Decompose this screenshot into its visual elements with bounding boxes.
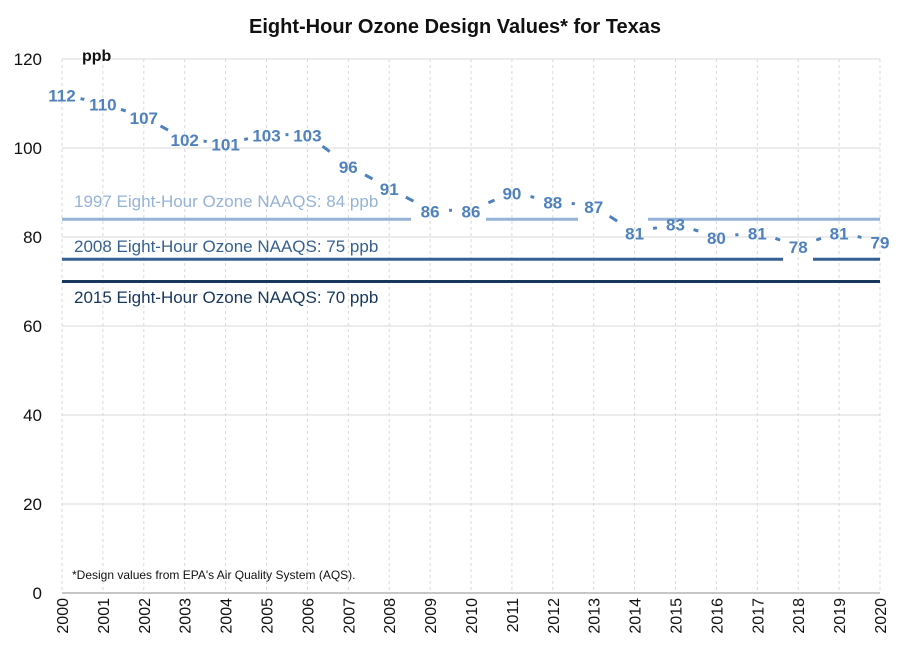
data-label: 91 — [380, 180, 399, 199]
data-label: 83 — [666, 216, 685, 235]
x-tick-label: 2011 — [505, 598, 522, 633]
data-label: 81 — [748, 225, 767, 244]
y-axis-ticks: 0 20 40 60 80 100 120 — [14, 50, 42, 603]
series-line-segment — [243, 137, 249, 141]
series-line-segment — [530, 195, 535, 199]
x-tick-label: 2013 — [587, 598, 604, 634]
data-label: 102 — [171, 131, 199, 150]
x-tick-label: 2000 — [55, 598, 72, 634]
data-label: 107 — [130, 109, 158, 128]
data-label: 78 — [789, 238, 808, 257]
data-label: 90 — [502, 185, 521, 204]
chart-title: Eight-Hour Ozone Design Values* for Texa… — [249, 16, 661, 38]
x-tick-label: 2018 — [791, 598, 808, 634]
footnote: *Design values from EPA's Air Quality Sy… — [72, 568, 356, 582]
series-line-segment — [80, 97, 85, 101]
series-line-segment — [815, 237, 822, 242]
reference-line-label: 2008 Eight-Hour Ozone NAAQS: 75 ppb — [74, 237, 378, 256]
reference-line-label: 1997 Eight-Hour Ozone NAAQS: 84 ppb — [74, 192, 378, 211]
x-tick-label: 2020 — [873, 598, 890, 634]
data-label: 87 — [584, 198, 603, 217]
data-label: 103 — [293, 127, 321, 146]
x-tick-label: 2007 — [341, 598, 358, 634]
series-line-segment — [405, 195, 415, 203]
x-tick-label: 2005 — [260, 598, 277, 634]
x-tick-label: 2016 — [709, 598, 726, 634]
data-label: 96 — [339, 158, 358, 177]
series-line-segment — [774, 237, 781, 242]
series-line-segment — [652, 226, 658, 230]
x-tick-label: 2019 — [832, 598, 849, 634]
reference-lines: 1997 Eight-Hour Ozone NAAQS: 84 ppb 2008 … — [62, 192, 880, 307]
series-line-segment — [120, 107, 127, 113]
data-label: 80 — [707, 229, 726, 248]
series-line-segment — [608, 214, 620, 224]
y-tick-label: 100 — [14, 139, 42, 158]
data-label: 81 — [625, 225, 644, 244]
y-tick-label: 20 — [23, 495, 42, 514]
x-tick-label: 2006 — [300, 598, 317, 634]
x-tick-label: 2012 — [546, 598, 563, 634]
x-tick-label: 2017 — [750, 598, 767, 634]
series-line-segment — [364, 173, 374, 181]
series-line-segment — [321, 144, 335, 156]
x-tick-label: 2010 — [464, 598, 481, 634]
data-label: 88 — [543, 193, 562, 212]
data-label: 81 — [830, 225, 849, 244]
x-tick-label: 2008 — [382, 598, 399, 634]
reference-line-label: 2015 Eight-Hour Ozone NAAQS: 70 ppb — [74, 288, 378, 307]
y-tick-label: 0 — [33, 584, 42, 603]
x-tick-label: 2009 — [423, 598, 440, 634]
data-label: 103 — [252, 127, 280, 146]
series-line-segment — [159, 124, 169, 132]
x-tick-label: 2004 — [219, 598, 236, 634]
data-series: 112 110 107 102 101 103 103 96 91 86 86 90 88 87 81 83 8… — [48, 87, 889, 257]
x-tick-label: 2015 — [669, 598, 686, 634]
data-label: 110 — [89, 96, 116, 115]
gridlines — [61, 58, 881, 594]
series-line-segment — [487, 198, 496, 205]
y-axis-unit: ppb — [82, 48, 112, 65]
x-tick-label: 2014 — [628, 598, 645, 634]
data-label: 101 — [211, 136, 239, 155]
y-tick-label: 120 — [14, 50, 42, 69]
series-line-segment — [693, 228, 699, 233]
data-label: 86 — [462, 202, 481, 221]
y-tick-label: 40 — [23, 406, 42, 425]
y-tick-label: 60 — [23, 317, 42, 336]
series-line-segment — [857, 235, 862, 239]
data-label: 86 — [421, 202, 440, 221]
y-tick-label: 80 — [23, 228, 42, 247]
data-label: 79 — [871, 233, 890, 252]
x-tick-label: 2001 — [96, 598, 113, 634]
x-axis-ticks: 2000 2001 2002 2003 2004 2005 2006 2007 2008 2009… — [55, 598, 890, 634]
data-label: 112 — [48, 87, 75, 106]
x-tick-label: 2003 — [178, 598, 195, 634]
x-tick-label: 2002 — [137, 598, 154, 634]
